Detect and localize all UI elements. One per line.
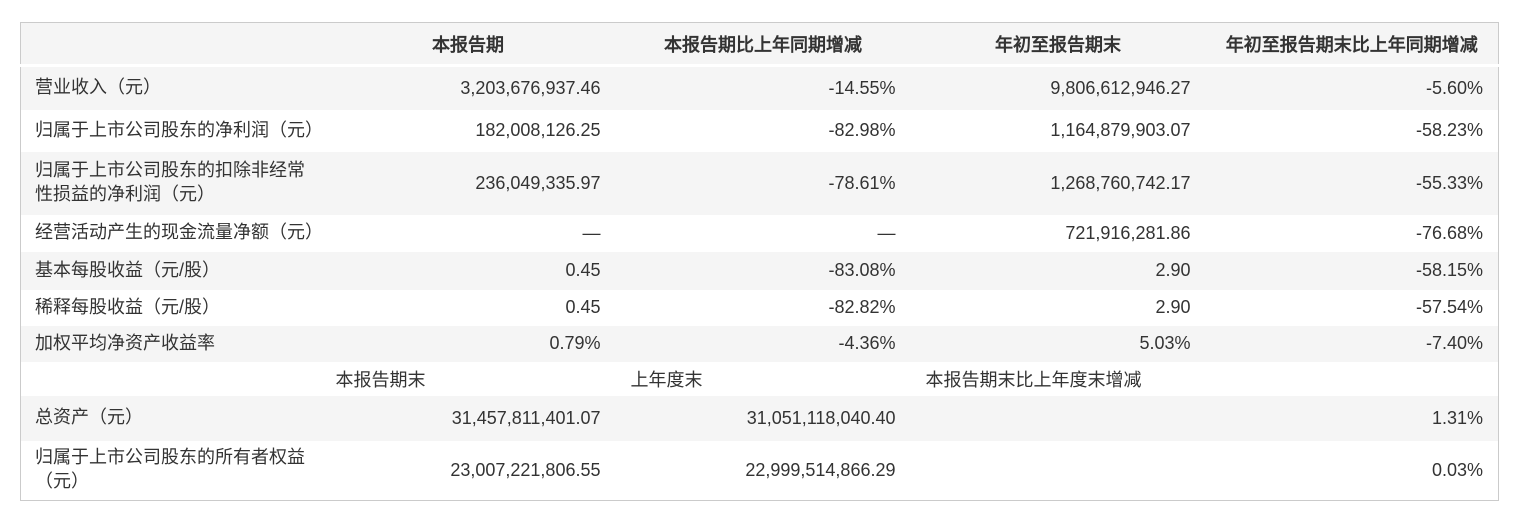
table-row-net-profit-excl-nonrecurring: 归属于上市公司股东的扣除非经常性损益的净利润（元） 236,049,335.97… bbox=[20, 151, 1499, 215]
cell-ytd-value: 2.90 bbox=[1155, 260, 1191, 280]
cell-period-end-value: 23,007,221,806.55 bbox=[450, 459, 601, 480]
row-label: 归属于上市公司股东的所有者权益（元） bbox=[35, 447, 305, 492]
cell-ytd-value: 721,916,281.86 bbox=[1065, 222, 1191, 243]
cell-period-yoy: -78.61% bbox=[828, 172, 896, 193]
header-blank-cell bbox=[21, 23, 321, 66]
row-label: 总资产（元） bbox=[35, 407, 143, 428]
cell-ytd-yoy: -5.60% bbox=[1425, 77, 1483, 98]
row-label: 归属于上市公司股东的扣除非经常性损益的净利润（元） bbox=[35, 160, 305, 204]
row-label: 稀释每股收益（元/股） bbox=[35, 296, 220, 317]
cell-period-yoy: — bbox=[877, 222, 896, 243]
row-label: 经营活动产生的现金流量净额（元） bbox=[35, 222, 321, 243]
cell-prev-year-end-value: 31,051,118,040.40 bbox=[746, 407, 896, 428]
table-row-diluted-eps: 稀释每股收益（元/股） 0.45 -82.82% 2.90 -57.54% bbox=[21, 290, 1499, 326]
cell-period-value: 236,049,335.97 bbox=[475, 172, 601, 193]
cell-ytd-yoy: -58.23% bbox=[1415, 120, 1483, 140]
cell-period-value: — bbox=[582, 222, 601, 243]
cell-ytd-value: 2.90 bbox=[1155, 297, 1191, 317]
table-row-basic-eps: 基本每股收益（元/股） 0.45 -83.08% 2.90 -58.15% bbox=[20, 251, 1499, 290]
row-label: 营业收入（元） bbox=[35, 77, 161, 98]
table-row-weighted-avg-roe: 加权平均净资产收益率 0.79% -4.36% 5.03% -7.40% bbox=[20, 325, 1499, 362]
cell-period-value: 3,203,676,937.46 bbox=[460, 77, 601, 98]
row-label: 基本每股收益（元/股） bbox=[35, 259, 220, 280]
header-current-period: 本报告期 bbox=[432, 34, 504, 55]
header-period-end-vs-prev: 本报告期末比上年度末增减 bbox=[925, 369, 1142, 390]
cell-blank bbox=[911, 396, 1206, 441]
cell-period-yoy: -83.08% bbox=[828, 260, 896, 280]
cell-ytd-yoy: -7.40% bbox=[1425, 333, 1483, 353]
header-prev-year-end: 上年度末 bbox=[630, 369, 703, 390]
cell-change: 1.31% bbox=[1431, 407, 1483, 428]
cell-period-yoy: -14.55% bbox=[828, 77, 896, 98]
cell-period-end-value: 31,457,811,401.07 bbox=[451, 407, 601, 428]
header-ytd: 年初至报告期末 bbox=[995, 34, 1121, 55]
cell-ytd-value: 1,268,760,742.17 bbox=[1050, 172, 1191, 193]
table-header-row-period-end: 本报告期末 上年度末 本报告期末比上年度末增减 bbox=[21, 362, 1499, 396]
cell-period-yoy: -82.82% bbox=[828, 297, 896, 317]
header-current-period-yoy: 本报告期比上年同期增减 bbox=[664, 34, 862, 55]
cell-ytd-value: 9,806,612,946.27 bbox=[1050, 77, 1191, 98]
header-period-end: 本报告期末 bbox=[335, 369, 426, 390]
cell-ytd-value: 1,164,879,903.07 bbox=[1050, 120, 1191, 140]
cell-ytd-yoy: -55.33% bbox=[1415, 172, 1483, 193]
cell-period-yoy: -82.98% bbox=[828, 120, 896, 140]
cell-ytd-yoy: -76.68% bbox=[1415, 222, 1483, 243]
row-label: 归属于上市公司股东的净利润（元） bbox=[35, 119, 321, 140]
table-header-row-period: 本报告期 本报告期比上年同期增减 年初至报告期末 年初至报告期末比上年同期增减 bbox=[20, 22, 1499, 66]
table-row-equity-attributable: 归属于上市公司股东的所有者权益（元） 23,007,221,806.55 22,… bbox=[21, 441, 1499, 501]
header-ytd-yoy: 年初至报告期末比上年同期增减 bbox=[1225, 34, 1478, 55]
cell-period-value: 0.45 bbox=[565, 297, 601, 317]
cell-change: 0.03% bbox=[1431, 459, 1483, 480]
row-label: 加权平均净资产收益率 bbox=[35, 332, 215, 353]
cell-ytd-yoy: -58.15% bbox=[1415, 260, 1483, 280]
header-blank-cell bbox=[21, 362, 321, 396]
cell-ytd-value: 5.03% bbox=[1139, 333, 1191, 353]
cell-ytd-yoy: -57.54% bbox=[1415, 297, 1483, 317]
table-row-operating-revenue: 营业收入（元） 3,203,676,937.46 -14.55% 9,806,6… bbox=[20, 65, 1499, 110]
cell-period-yoy: -4.36% bbox=[838, 333, 896, 353]
cell-period-value: 182,008,126.25 bbox=[475, 120, 601, 140]
cell-period-value: 0.79% bbox=[549, 333, 601, 353]
table-row-total-assets: 总资产（元） 31,457,811,401.07 31,051,118,040.… bbox=[20, 395, 1499, 441]
header-blank-cell bbox=[1206, 362, 1499, 396]
table-row-operating-cash-flow: 经营活动产生的现金流量净额（元） — — 721,916,281.86 -76.… bbox=[21, 215, 1499, 252]
cell-prev-year-end-value: 22,999,514,866.29 bbox=[745, 459, 896, 480]
cell-blank bbox=[911, 441, 1206, 501]
table-row-net-profit: 归属于上市公司股东的净利润（元） 182,008,126.25 -82.98% … bbox=[21, 110, 1499, 152]
financial-summary-table: 本报告期 本报告期比上年同期增减 年初至报告期末 年初至报告期末比上年同期增减 … bbox=[20, 22, 1499, 501]
cell-period-value: 0.45 bbox=[565, 260, 601, 280]
